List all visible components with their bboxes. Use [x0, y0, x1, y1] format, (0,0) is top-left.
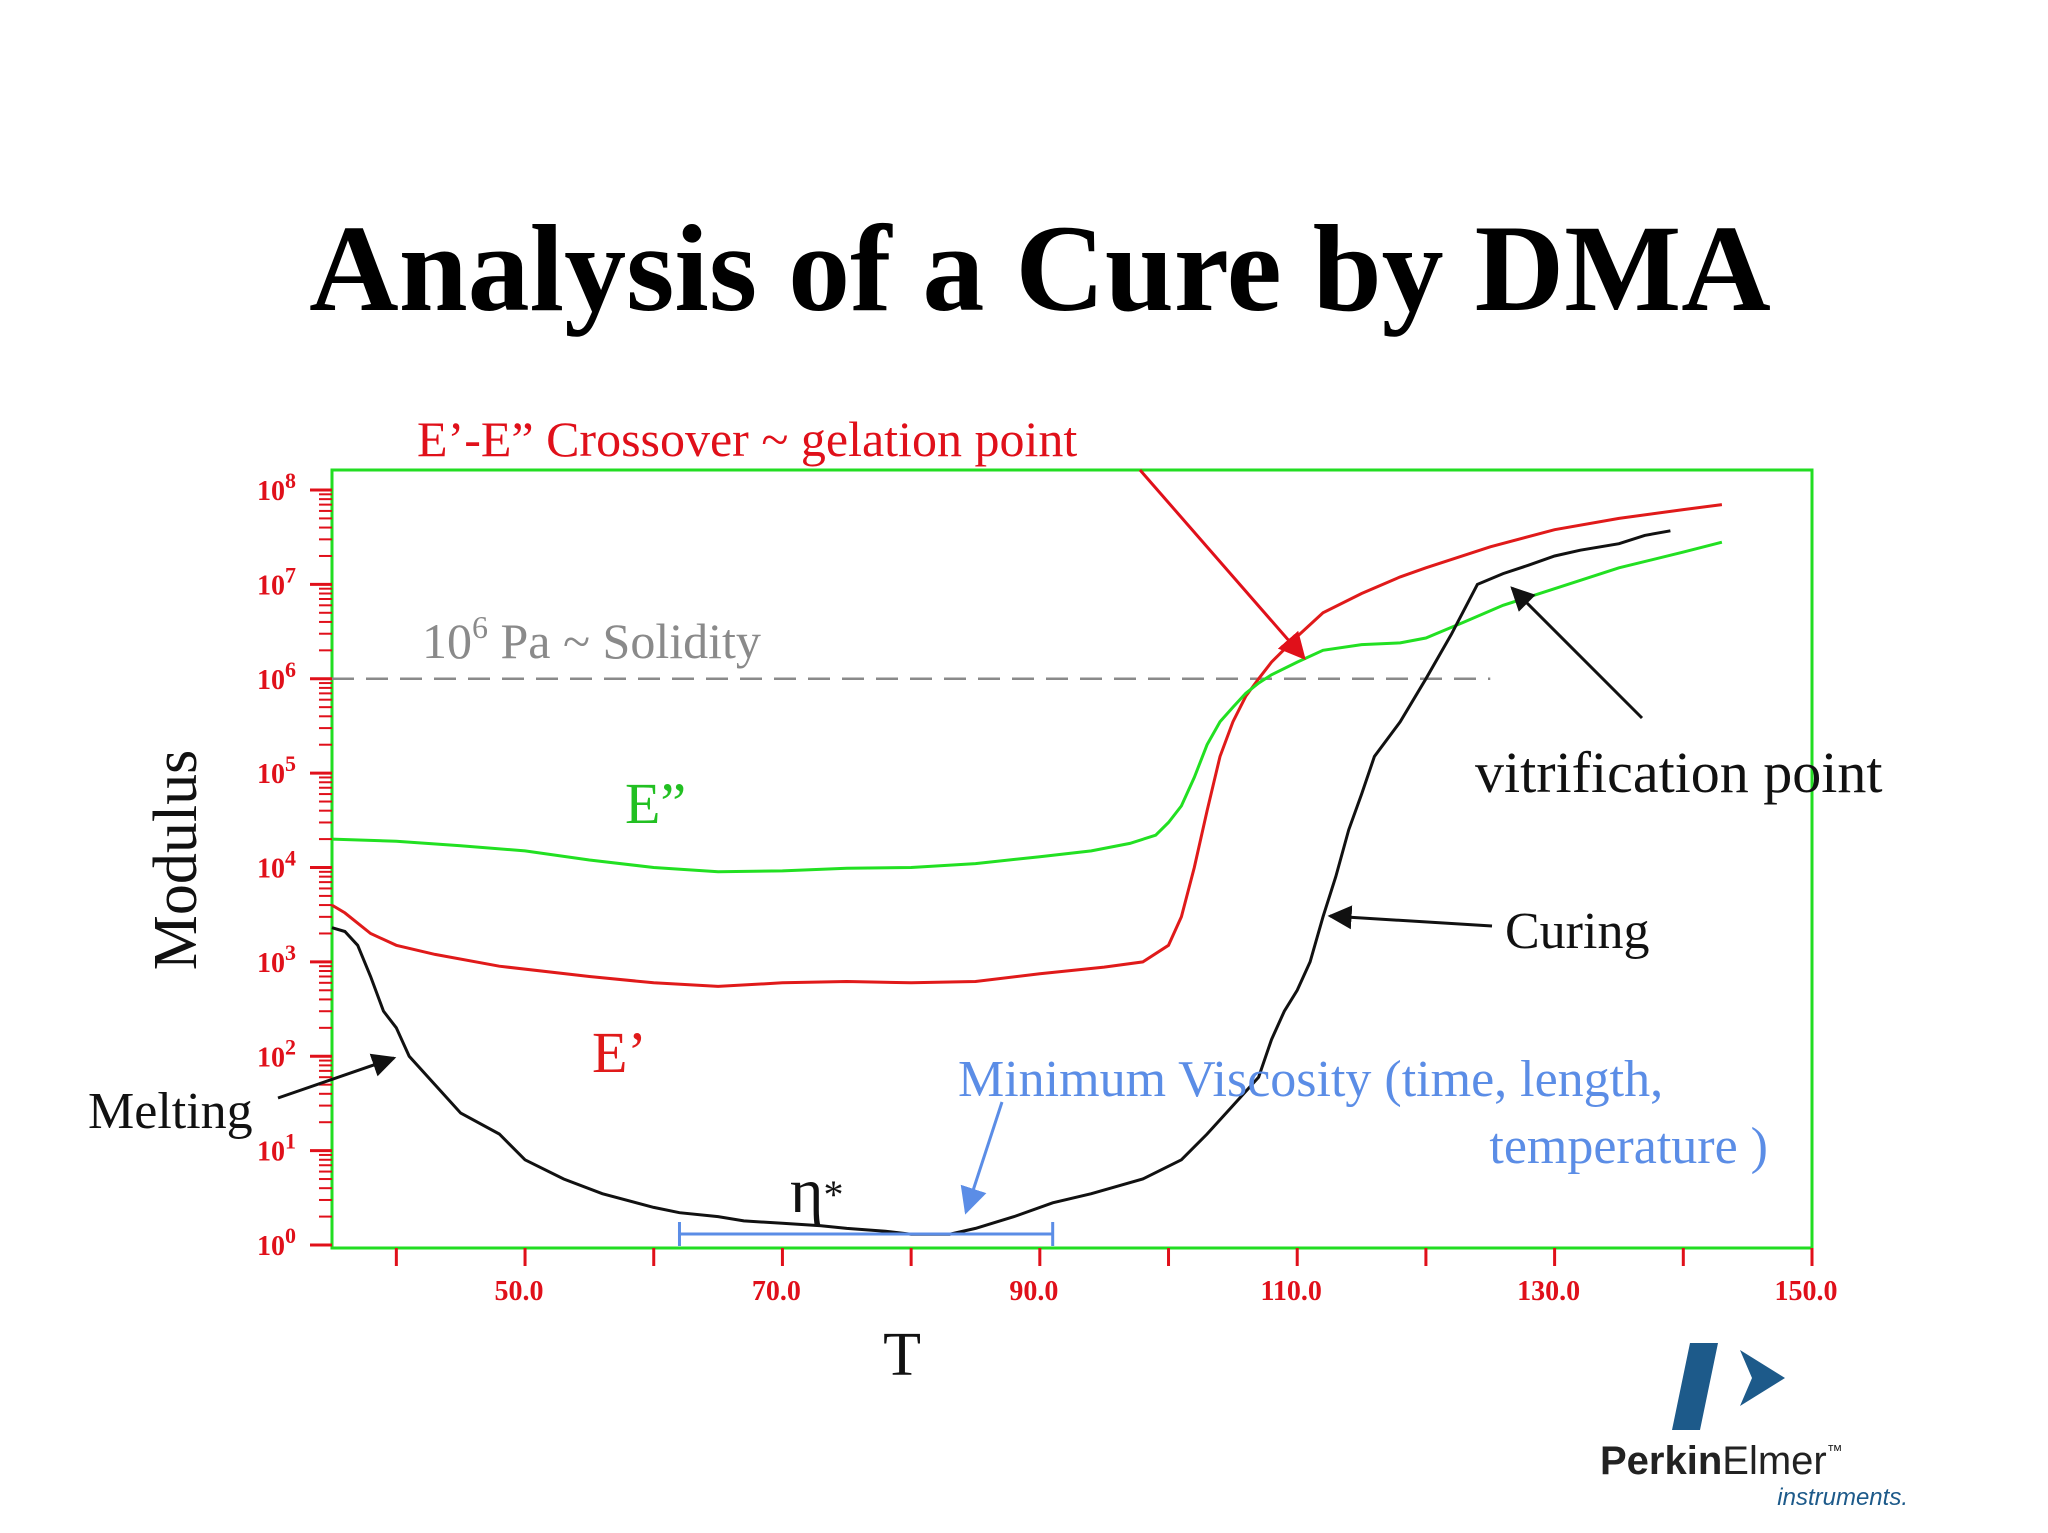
slide-title: Analysis of a Cure by DMA	[309, 200, 1771, 337]
y-tick-label: 102	[257, 1034, 296, 1073]
solidity-label: 106 Pa ~ Solidity	[422, 609, 761, 669]
y-tick-base: 10	[257, 570, 285, 601]
y-tick-base: 10	[257, 1231, 285, 1262]
x-axis-title: T	[883, 1321, 921, 1389]
y-axis-title: Modulus	[142, 750, 210, 970]
series-storage-modulus	[331, 503, 1723, 988]
series-loss-modulus	[331, 540, 1723, 874]
x-axis: 50.0 70.0 90.0 110.0 130.0 150.0	[394, 1248, 1838, 1307]
plot-frame	[330, 468, 1814, 1250]
x-tick-label: 90.0	[1009, 1276, 1058, 1307]
annotation-min-viscosity-line1: Minimum Viscosity (time, length,	[958, 1051, 1663, 1108]
eta-star: *	[823, 1172, 843, 1217]
perkinelmer-logo: PerkinElmer™ instruments.	[1600, 1343, 1908, 1511]
y-tick-exponent: 3	[285, 940, 296, 965]
solidity-label-base: 10	[422, 613, 472, 669]
y-tick-exponent: 6	[285, 657, 296, 682]
y-tick-exponent: 2	[285, 1034, 296, 1059]
y-tick-label: 103	[257, 940, 296, 979]
series-label-viscosity: η*	[790, 1155, 843, 1226]
y-tick-label: 108	[257, 468, 296, 507]
logo-word-bold: Perkin	[1600, 1439, 1722, 1483]
y-tick-exponent: 0	[285, 1223, 296, 1248]
y-tick-label: 101	[257, 1129, 296, 1168]
y-tick-label: 106	[257, 657, 296, 696]
annotation-vitrification: vitrification point	[1475, 740, 1883, 805]
y-tick-base: 10	[257, 1042, 285, 1073]
y-tick-label: 100	[257, 1223, 296, 1262]
annotation-curing: Curing	[1505, 903, 1649, 960]
annotation-melting: Melting	[88, 1083, 253, 1140]
y-tick-base: 10	[257, 759, 285, 790]
solidity-label-text: Pa ~ Solidity	[488, 613, 761, 669]
x-tick-label: 50.0	[495, 1276, 544, 1307]
logo-wordmark: PerkinElmer™	[1600, 1439, 1843, 1483]
logo-word-rest: Elmer	[1722, 1439, 1826, 1483]
y-tick-base: 10	[257, 948, 285, 979]
series-label-loss-modulus: E”	[625, 771, 686, 836]
solidity-label-exponent: 6	[472, 609, 488, 645]
y-tick-base: 10	[257, 476, 285, 507]
logo-subtitle: instruments.	[1777, 1484, 1908, 1511]
y-tick-base: 10	[257, 854, 285, 885]
annotation-crossover: E’-E” Crossover ~ gelation point	[417, 411, 1077, 467]
y-tick-label: 104	[257, 846, 296, 885]
min-viscosity-range-bracket	[677, 1222, 1055, 1246]
y-tick-exponent: 4	[285, 846, 296, 871]
y-tick-label: 105	[257, 751, 296, 790]
arrow-crossover	[1138, 469, 1306, 661]
y-tick-exponent: 7	[285, 562, 296, 587]
series-viscosity	[331, 529, 1671, 1236]
x-tick-label: 70.0	[752, 1276, 801, 1307]
x-tick-label: 130.0	[1517, 1276, 1580, 1307]
arrow-curing	[1327, 905, 1493, 930]
eta-symbol: η	[790, 1155, 823, 1226]
logo-mark-arrow	[1740, 1350, 1785, 1406]
arrow-melting	[277, 1053, 397, 1100]
logo-tm: ™	[1827, 1443, 1843, 1460]
y-tick-exponent: 1	[285, 1129, 296, 1154]
chart: 50.0 70.0 90.0 110.0 130.0 150.0 100101102103…	[88, 411, 1883, 1389]
y-tick-base: 10	[257, 665, 285, 696]
arrow-vitrification	[1510, 586, 1644, 720]
x-tick-label: 150.0	[1775, 1276, 1838, 1307]
arrow-min-viscosity	[960, 1101, 1004, 1215]
y-tick-label: 107	[257, 562, 296, 601]
y-tick-exponent: 8	[285, 468, 296, 493]
y-tick-base: 10	[257, 1137, 285, 1168]
annotation-min-viscosity-line2: temperature )	[1489, 1118, 1768, 1175]
y-tick-exponent: 5	[285, 751, 296, 776]
series-label-storage-modulus: E’	[592, 1020, 647, 1085]
x-tick-label: 110.0	[1260, 1276, 1321, 1307]
logo-mark-bar	[1672, 1343, 1718, 1430]
